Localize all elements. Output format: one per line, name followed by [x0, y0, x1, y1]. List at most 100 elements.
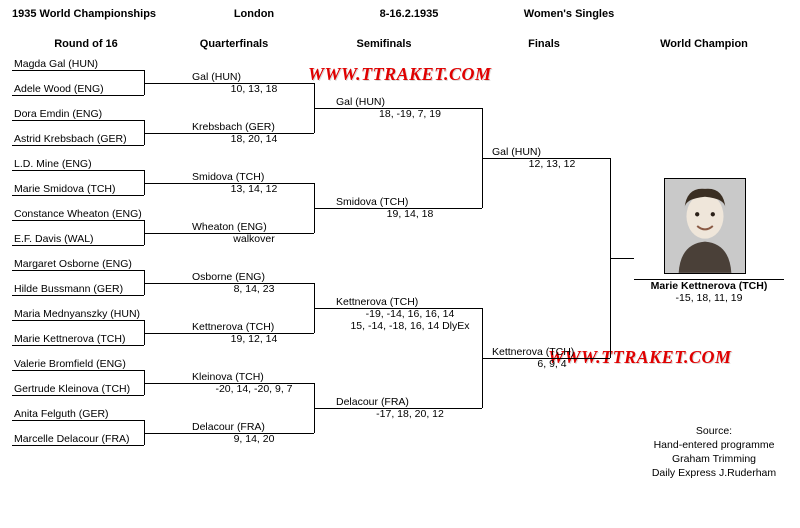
header-title: 1935 World Championships	[8, 8, 184, 20]
source-l2: Hand-entered programme	[634, 438, 794, 452]
r16-entry-1-name: Adele Wood (ENG)	[14, 83, 146, 95]
champion-score: -15, 18, 11, 19	[634, 292, 784, 304]
round-f-label: Finals	[464, 38, 624, 50]
r16-entry-1: Adele Wood (ENG)	[14, 83, 146, 95]
r16-entry-2: Dora Emdin (ENG)	[14, 108, 146, 120]
bracket-line-h	[190, 83, 314, 84]
champion-block: Marie Kettnerova (TCH) -15, 18, 11, 19	[634, 280, 784, 304]
bracket-line-h	[12, 95, 144, 96]
sf-entry-0-name: Gal (HUN)	[336, 96, 484, 108]
r16-entry-4-name: L.D. Mine (ENG)	[14, 158, 146, 170]
qf-entry-3-name: Wheaton (ENG)	[192, 221, 316, 233]
bracket-line-h	[12, 70, 144, 71]
qf-entry-6-name: Kleinova (TCH)	[192, 371, 316, 383]
qf-entry-0-score: 10, 13, 18	[192, 83, 316, 95]
bracket-line-h	[12, 195, 144, 196]
r16-entry-14-name: Anita Felguth (GER)	[14, 408, 146, 420]
bracket-line-h	[12, 345, 144, 346]
bracket-line-h	[12, 120, 144, 121]
bracket-line-h	[12, 295, 144, 296]
bracket-line-h	[12, 220, 144, 221]
header-row: 1935 World Championships London 8-16.2.1…	[8, 8, 792, 20]
qf-entry-2-name: Smidova (TCH)	[192, 171, 316, 183]
bracket-line-h	[12, 270, 144, 271]
champion-name: Marie Kettnerova (TCH)	[634, 280, 784, 292]
sf-entry-2-score2: 15, -14, -18, 16, 14 DlyEx	[336, 320, 484, 332]
qf-entry-7-score: 9, 14, 20	[192, 433, 316, 445]
header-dates: 8-16.2.1935	[324, 8, 494, 20]
bracket-line-h	[190, 333, 314, 334]
bracket-line-h	[190, 233, 314, 234]
rounds-row: Round of 16 Quarterfinals Semifinals Fin…	[8, 38, 792, 50]
sf-entry-1-score: 19, 14, 18	[336, 208, 484, 220]
f-entry-0-name: Gal (HUN)	[492, 146, 612, 158]
r16-entry-14: Anita Felguth (GER)	[14, 408, 146, 420]
f-entry-1-name: Kettnerova (TCH)	[492, 346, 612, 358]
bracket-line-h	[144, 233, 190, 234]
bracket-line-h	[12, 370, 144, 371]
r16-entry-8: Margaret Osborne (ENG)	[14, 258, 146, 270]
bracket-line-h	[144, 83, 190, 84]
bracket-line-h	[144, 433, 190, 434]
r16-entry-10-name: Maria Mednyanszky (HUN)	[14, 308, 146, 320]
r16-entry-13: Gertrude Kleinova (TCH)	[14, 383, 146, 395]
f-entry-1-score: 6, 9, 4	[492, 358, 612, 370]
r16-entry-11-name: Marie Kettnerova (TCH)	[14, 333, 146, 345]
qf-entry-6-score: -20, 14, -20, 9, 7	[192, 383, 316, 395]
r16-entry-13-name: Gertrude Kleinova (TCH)	[14, 383, 146, 395]
bracket-line-h	[12, 445, 144, 446]
bracket-line-h	[144, 383, 190, 384]
bracket-line-h	[144, 183, 190, 184]
bracket-line-h	[190, 183, 314, 184]
r16-entry-0: Magda Gal (HUN)	[14, 58, 146, 70]
qf-entry-7-name: Delacour (FRA)	[192, 421, 316, 433]
bracket-line-h	[190, 383, 314, 384]
r16-entry-3: Astrid Krebsbach (GER)	[14, 133, 146, 145]
champion-photo	[664, 178, 746, 274]
r16-entry-2-name: Dora Emdin (ENG)	[14, 108, 146, 120]
r16-entry-7-name: E.F. Davis (WAL)	[14, 233, 146, 245]
bracket-line-h	[12, 145, 144, 146]
bracket-line-h	[314, 408, 334, 409]
qf-entry-0-name: Gal (HUN)	[192, 71, 316, 83]
bracket-line-h	[314, 108, 334, 109]
qf-entry-5-score: 19, 12, 14	[192, 333, 316, 345]
bracket-line-h	[190, 283, 314, 284]
bracket-line-h	[334, 108, 482, 109]
r16-entry-15-name: Marcelle Delacour (FRA)	[14, 433, 146, 445]
sf-entry-0-score: 18, -19, 7, 19	[336, 108, 484, 120]
source-l1: Source:	[634, 424, 794, 438]
sf-entry-3-name: Delacour (FRA)	[336, 396, 484, 408]
bracket-line-h	[12, 320, 144, 321]
r16-entry-15: Marcelle Delacour (FRA)	[14, 433, 146, 445]
r16-entry-9: Hilde Bussmann (GER)	[14, 283, 146, 295]
bracket-line-h	[334, 308, 482, 309]
sf-entry-2-score: -19, -14, 16, 16, 14	[336, 308, 484, 320]
r16-entry-6: Constance Wheaton (ENG)	[14, 208, 146, 220]
r16-entry-12-name: Valerie Bromfield (ENG)	[14, 358, 146, 370]
source-block: Source: Hand-entered programme Graham Tr…	[634, 424, 794, 480]
bracket-line-h	[12, 245, 144, 246]
sf-entry-3-score: -17, 18, 20, 12	[336, 408, 484, 420]
r16-entry-3-name: Astrid Krebsbach (GER)	[14, 133, 146, 145]
r16-entry-8-name: Margaret Osborne (ENG)	[14, 258, 146, 270]
qf-entry-2-score: 13, 14, 12	[192, 183, 316, 195]
r16-entry-5: Marie Smidova (TCH)	[14, 183, 146, 195]
bracket-line-h	[490, 358, 610, 359]
r16-entry-7: E.F. Davis (WAL)	[14, 233, 146, 245]
bracket-line-h	[610, 258, 634, 259]
header-location: London	[184, 8, 324, 20]
bracket-line-h	[334, 208, 482, 209]
r16-entry-4: L.D. Mine (ENG)	[14, 158, 146, 170]
bracket-container: WWW.TTRAKET.COM WWW.TTRAKET.COM Marie Ke…	[8, 62, 792, 492]
watermark-top: WWW.TTRAKET.COM	[308, 64, 492, 85]
source-l4: Daily Express J.Ruderham	[634, 466, 794, 480]
sf-entry-1-name: Smidova (TCH)	[336, 196, 484, 208]
bracket-line-h	[482, 358, 490, 359]
bracket-line-h	[144, 283, 190, 284]
sf-entry-2-name: Kettnerova (TCH)	[336, 296, 484, 308]
r16-entry-11: Marie Kettnerova (TCH)	[14, 333, 146, 345]
header-event: Women's Singles	[494, 8, 644, 20]
source-l3: Graham Trimming	[634, 452, 794, 466]
bracket-line-h	[490, 158, 610, 159]
